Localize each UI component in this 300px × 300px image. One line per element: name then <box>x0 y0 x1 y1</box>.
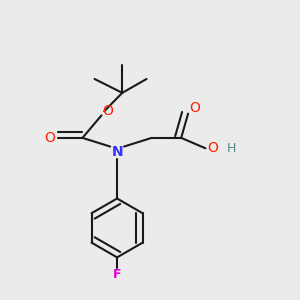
Text: O: O <box>208 141 218 155</box>
Text: F: F <box>113 268 121 281</box>
Text: O: O <box>102 104 113 118</box>
Text: O: O <box>44 131 55 145</box>
Text: H: H <box>227 142 236 155</box>
Text: O: O <box>190 101 200 116</box>
Text: N: N <box>111 145 123 159</box>
